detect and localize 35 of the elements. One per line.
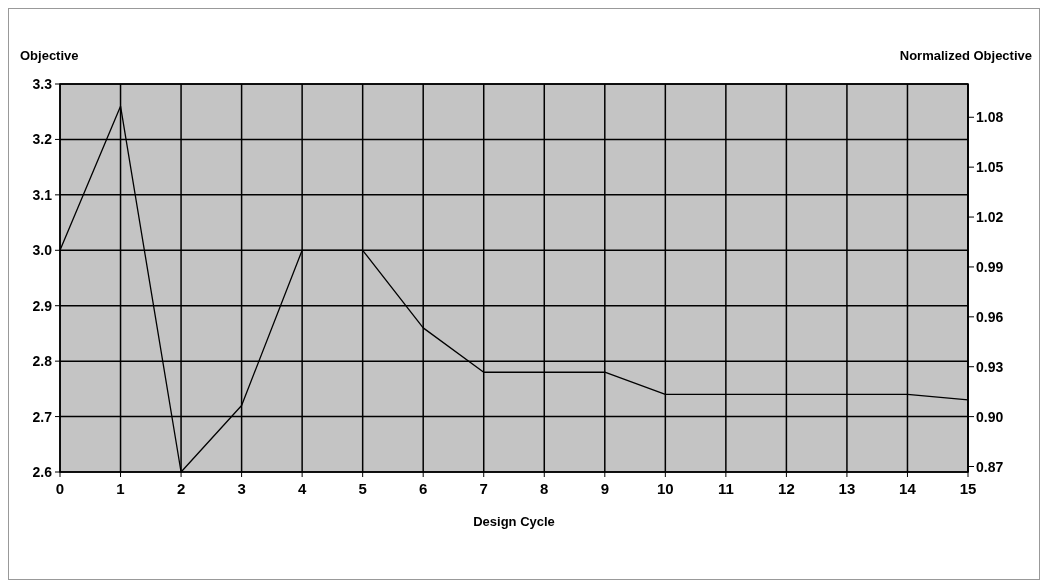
x-tick-label: 0: [55, 480, 65, 497]
x-tick-label: 12: [778, 480, 795, 497]
x-tick-label: 14: [899, 480, 917, 497]
y-tick-label: 2.9: [32, 297, 53, 314]
y-tick-label: 3.3: [32, 76, 53, 92]
x-tick-label: 2: [176, 480, 186, 497]
x-tick-label: 5: [358, 480, 367, 497]
y-axis-title: Objective: [20, 48, 79, 63]
y2-tick-label: 1.02: [976, 209, 1004, 226]
y-tick-label: 3.2: [32, 131, 53, 148]
x-axis-title: Design Cycle: [473, 514, 555, 529]
y2-tick-label: 1.05: [976, 159, 1004, 176]
x-tick-label: 11: [717, 480, 734, 497]
x-tick-label: 1: [116, 480, 125, 497]
y2-tick-label: 0.99: [976, 258, 1004, 275]
y2-tick-label: 0.87: [976, 458, 1004, 475]
y-tick-label: 3.0: [32, 242, 53, 259]
x-tick-label: 8: [540, 480, 549, 497]
x-tick-label: 7: [479, 480, 488, 497]
y-tick-label: 2.6: [32, 464, 53, 480]
x-tick-label: 13: [838, 480, 856, 497]
y2-tick-label: 0.96: [976, 308, 1004, 325]
y-tick-label: 2.7: [32, 408, 53, 425]
x-tick-label: 4: [297, 480, 307, 497]
y2-axis-title: Normalized Objective: [899, 48, 1032, 63]
y2-tick-label: 0.93: [976, 358, 1004, 375]
y2-tick-label: 1.08: [976, 109, 1004, 126]
x-tick-label: 10: [656, 480, 674, 497]
y-tick-label: 3.1: [32, 186, 53, 203]
x-tick-label: 6: [419, 480, 428, 497]
x-tick-label: 15: [959, 480, 977, 497]
x-tick-label: 9: [600, 480, 609, 497]
y2-tick-label: 0.90: [976, 408, 1004, 425]
y-tick-label: 2.8: [32, 353, 53, 370]
x-tick-label: 3: [237, 480, 246, 497]
